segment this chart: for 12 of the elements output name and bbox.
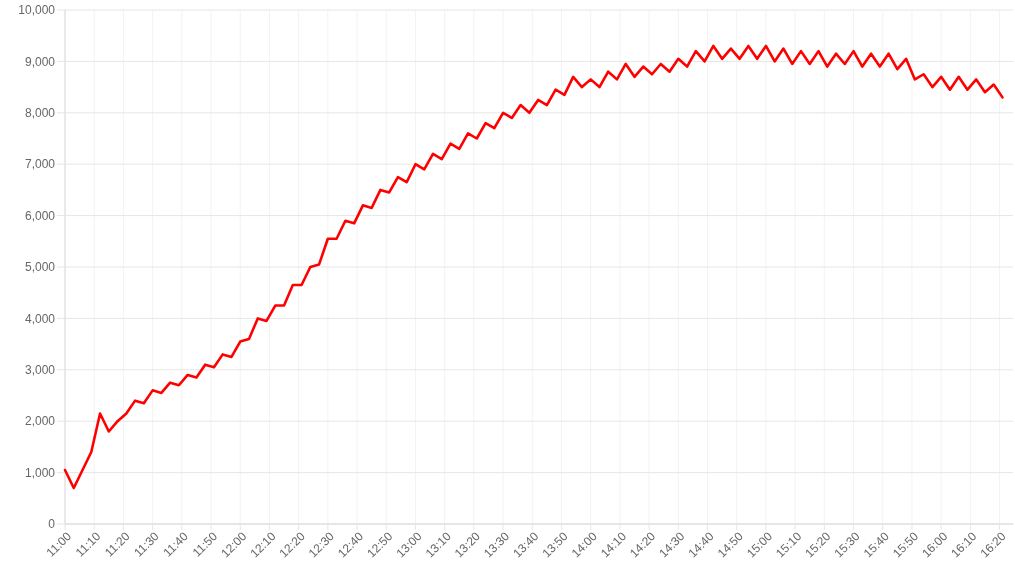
y-tick-label: 7,000 (24, 157, 56, 172)
y-tick-label: 6,000 (24, 208, 56, 223)
y-tick-label: 0 (48, 517, 56, 532)
y-tick-label: 4,000 (24, 311, 56, 326)
y-tick-label: 5,000 (24, 260, 56, 275)
y-tick-label: 1,000 (24, 465, 56, 480)
y-tick-label: 2,000 (24, 414, 56, 429)
y-tick-label: 10,000 (18, 3, 56, 18)
y-tick-label: 3,000 (24, 363, 56, 377)
y-tick-label: 8,000 (24, 106, 56, 120)
y-tick-label: 9,000 (24, 54, 56, 69)
line-series (63, 44, 1004, 490)
